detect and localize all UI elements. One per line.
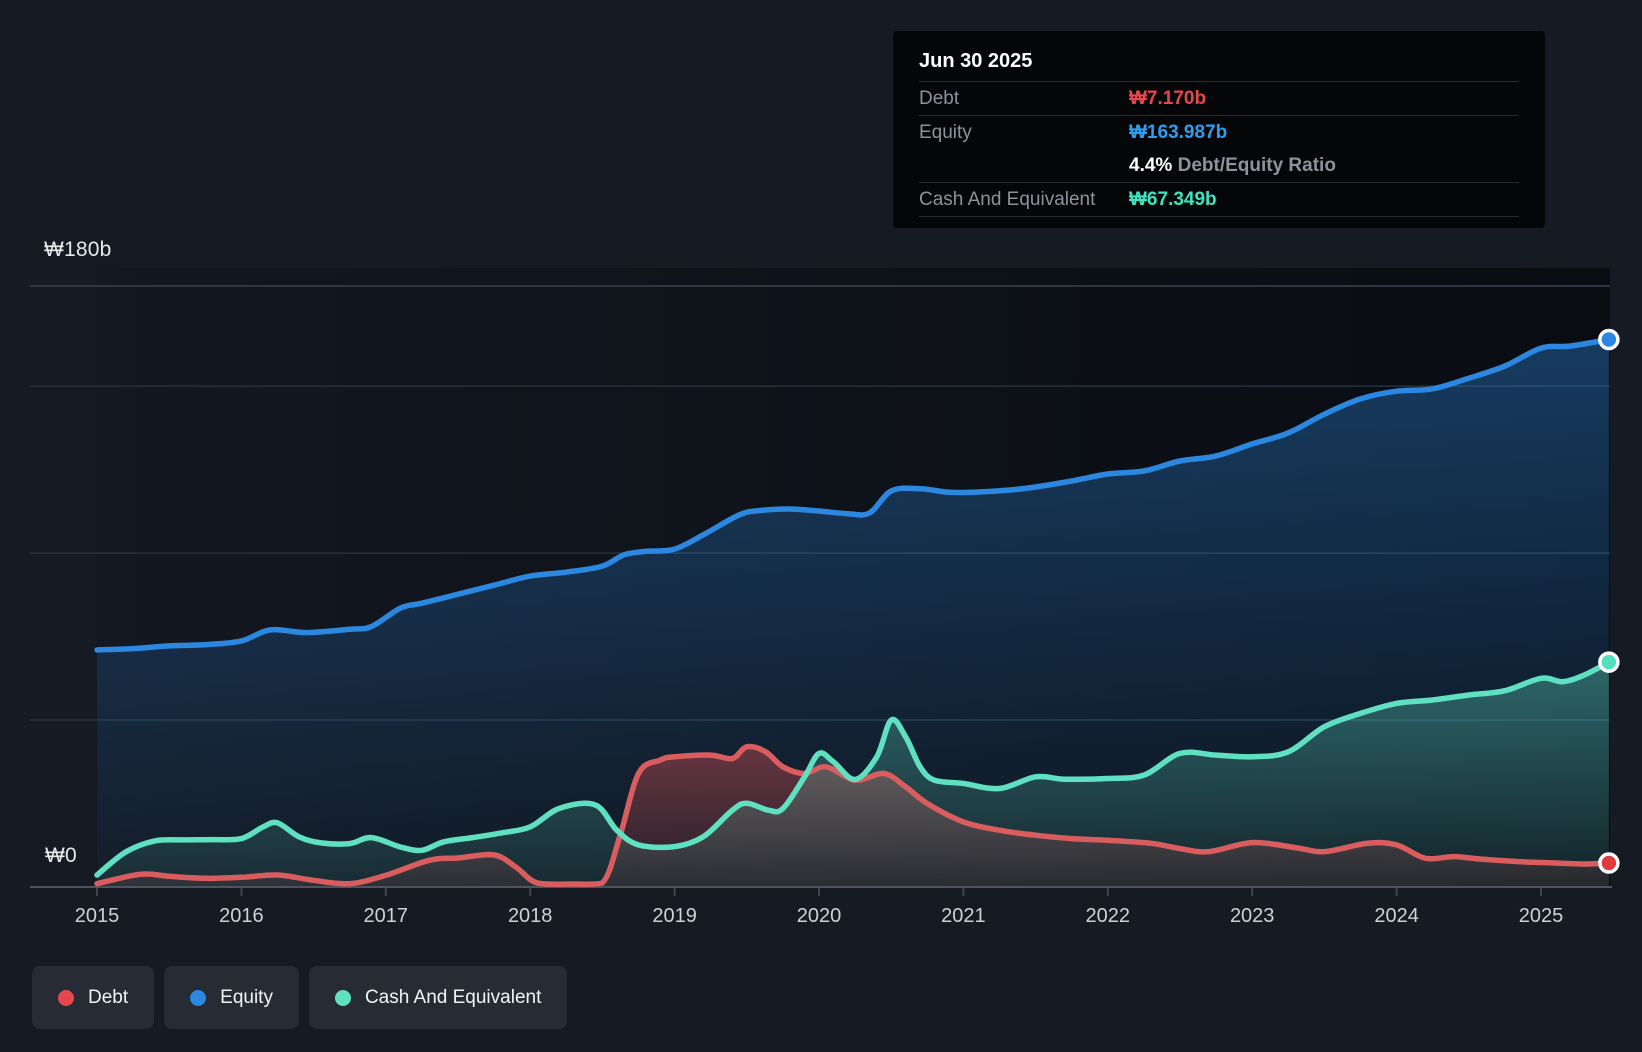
x-tick-label-2019: 2019 xyxy=(652,905,697,927)
cash-series-dot-icon xyxy=(334,989,351,1006)
tooltip-row-ratio: 4.4% Debt/Equity Ratio xyxy=(919,149,1519,183)
y-axis-max-label: ₩180b xyxy=(44,238,112,261)
x-tick-label-2024: 2024 xyxy=(1374,905,1419,927)
x-tick-label-2021: 2021 xyxy=(941,905,986,927)
tooltip-cash-value: ₩67.349b xyxy=(1129,189,1217,210)
legend-item-cash[interactable]: Cash And Equivalent xyxy=(308,966,568,1029)
tooltip-equity-value: ₩163.987b xyxy=(1129,122,1228,143)
endpoint-dot-debt xyxy=(1598,852,1620,874)
legend-item-equity[interactable]: Equity xyxy=(164,966,299,1029)
tooltip-row-debt: Debt ₩7.170b xyxy=(919,82,1519,116)
tooltip-ratio: 4.4% Debt/Equity Ratio xyxy=(1129,149,1336,182)
endpoint-dot-cash-and-equivalent xyxy=(1598,651,1620,673)
series-line-equity xyxy=(94,336,1612,653)
equity-series-dot-icon xyxy=(190,989,207,1006)
series-area-cash-and-equivalent xyxy=(97,662,1609,887)
tooltip-row-equity: Equity ₩163.987b xyxy=(919,116,1519,149)
tooltip-ratio-label: Debt/Equity Ratio xyxy=(1172,155,1336,176)
y-axis-zero-label: ₩0 xyxy=(45,844,77,867)
tooltip-equity-label: Equity xyxy=(919,122,972,143)
tooltip-date: Jun 30 2025 xyxy=(919,41,1519,82)
x-tick-label-2015: 2015 xyxy=(75,905,120,927)
chart-legend: Debt Equity Cash And Equivalent xyxy=(32,966,568,1029)
tooltip-ratio-value: 4.4% xyxy=(1129,155,1173,176)
tooltip-debt-value: ₩7.170b xyxy=(1129,88,1207,109)
chart-tooltip: Jun 30 2025 Debt ₩7.170b Equity ₩163.987… xyxy=(893,31,1545,228)
legend-equity-label: Equity xyxy=(220,986,273,1008)
x-tick-label-2020: 2020 xyxy=(797,905,842,927)
x-tick-label-2017: 2017 xyxy=(364,905,409,927)
x-tick-label-2025: 2025 xyxy=(1519,905,1564,927)
legend-cash-label: Cash And Equivalent xyxy=(364,986,542,1008)
debt-series-dot-icon xyxy=(58,989,74,1006)
x-tick-label-2018: 2018 xyxy=(508,905,553,927)
legend-item-debt[interactable]: Debt xyxy=(32,966,155,1029)
series-area-equity xyxy=(97,339,1609,887)
tooltip-row-cash: Cash And Equivalent ₩67.349b xyxy=(919,183,1519,217)
tooltip-cash-label: Cash And Equivalent xyxy=(919,189,1096,210)
endpoint-dot-equity xyxy=(1598,328,1620,351)
legend-debt-label: Debt xyxy=(88,986,129,1008)
x-tick-label-2016: 2016 xyxy=(219,905,264,927)
x-tick-label-2023: 2023 xyxy=(1230,905,1275,927)
x-tick-label-2022: 2022 xyxy=(1086,905,1131,927)
tooltip-debt-label: Debt xyxy=(919,88,960,109)
series-line-cash-and-equivalent xyxy=(94,659,1612,878)
